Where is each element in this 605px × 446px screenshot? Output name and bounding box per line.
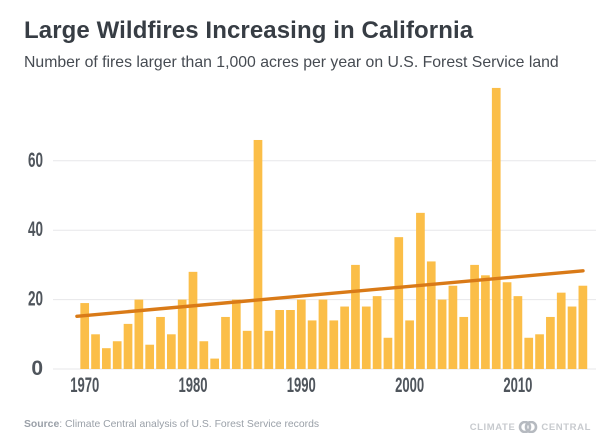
svg-text:0: 0 [31,357,43,380]
svg-text:1980: 1980 [179,374,208,397]
svg-text:2010: 2010 [503,374,532,397]
svg-text:1970: 1970 [70,374,99,397]
svg-text:1990: 1990 [287,374,316,397]
svg-text:2000: 2000 [395,374,424,397]
svg-text:40: 40 [28,218,43,241]
svg-text:60: 60 [28,149,43,172]
svg-text:20: 20 [28,288,43,311]
